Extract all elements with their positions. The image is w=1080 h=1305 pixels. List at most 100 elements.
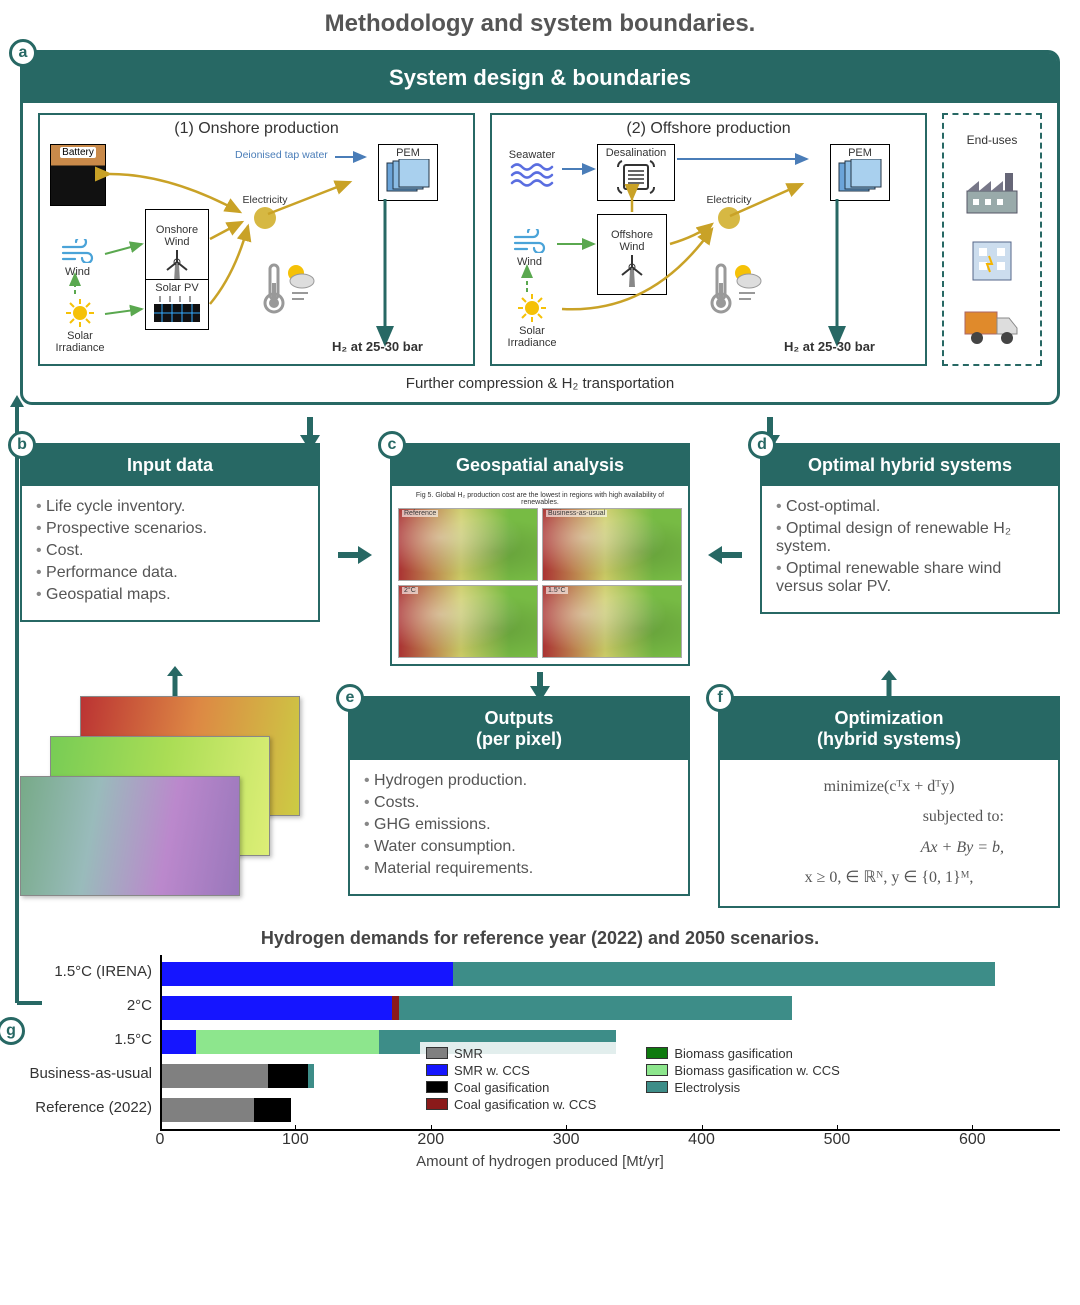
bar-segment [308,1064,313,1088]
bar-segment [392,996,399,1020]
solar-irr-off: Solar Irradiance [502,294,562,349]
list-item: GHG emissions. [364,816,674,834]
list-item: Performance data. [36,564,304,582]
panel-c-header: Geospatial analysis [392,445,688,486]
panel-d-list: Cost-optimal. Optimal design of renewable… [776,498,1044,596]
list-item: Water consumption. [364,838,674,856]
eq4: x ≥ 0, ∈ ℝᴺ, y ∈ {0, 1}ᴹ, [734,863,1044,893]
bar-segment [268,1064,309,1088]
row-ef: e Outputs (per pixel) Hydrogen productio… [20,696,1060,908]
truck-icon [963,306,1021,346]
bar-row [162,959,1060,989]
y-label: 1.5°C (IRENA) [20,955,160,989]
maps-stack [20,696,320,906]
x-axis-label: Amount of hydrogen produced [Mt/yr] [20,1153,1060,1170]
panel-f: f Optimization (hybrid systems) minimize… [718,696,1060,908]
h2-offshore: H₂ at 25-30 bar [784,339,875,354]
bar-segment [162,1098,254,1122]
list-item: Optimal design of renewable H₂ system. [776,520,1044,556]
x-tick: 600 [959,1131,986,1149]
electricity-node: Electricity [230,194,300,233]
eq2: subjected to: [734,802,1044,832]
building-icon [967,238,1017,282]
list-item: Hydrogen production. [364,772,674,790]
panel-b: b Input data Life cycle inventory.Prospe… [20,443,320,622]
list-item: Cost. [36,542,304,560]
bar-segment [162,1064,268,1088]
chart-legend: SMRSMR w. CCSCoal gasificationCoal gasif… [420,1042,846,1116]
list-item: Prospective scenarios. [36,520,304,538]
panel-c-caption: Fig 5. Global H₂ production cost are the… [398,492,682,506]
battery-icon: Battery [50,144,106,206]
x-tick: 100 [282,1131,309,1149]
bar-segment [162,962,453,986]
arrow-d-to-c [708,546,742,564]
panel-a-header: System design & boundaries [23,53,1057,103]
legend-item: SMR [426,1046,596,1061]
onshore-title: (1) Onshore production [50,120,463,138]
panel-a-footer: Further compression & H₂ transportation [23,371,1057,392]
panel-e-list: Hydrogen production. Costs. GHG emissions.… [364,772,674,878]
badge-g: g [0,1017,25,1045]
bar-row [162,993,1060,1023]
list-item: Cost-optimal. [776,498,1044,516]
x-tick: 500 [824,1131,851,1149]
bar-segment [162,996,392,1020]
thermometer-icon [260,259,316,318]
x-tick: 200 [417,1131,444,1149]
bar-segment [162,1030,196,1054]
offshore-title: (2) Offshore production [502,120,915,138]
panel-a: a System design & boundaries (1) Onshore… [20,50,1060,405]
panel-b-header: Input data [22,445,318,486]
badge-c: c [378,431,406,459]
legend-item: SMR w. CCS [426,1063,596,1078]
bar-segment [399,996,792,1020]
solar-pv-box: Solar PV [145,279,209,330]
x-axis: 0100200300400500600 [160,1131,1060,1151]
panel-e: e Outputs (per pixel) Hydrogen productio… [348,696,690,896]
bar-segment [453,962,995,986]
end-uses-box: End-uses [942,113,1042,366]
badge-e: e [336,684,364,712]
water-label: Deionised tap water [235,149,328,161]
list-item: Life cycle inventory. [36,498,304,516]
row-bcd: b Input data Life cycle inventory.Prospe… [20,443,1060,666]
main-title: Methodology and system boundaries. [20,10,1060,38]
solar-irr: Solar Irradiance [50,299,110,354]
legend-item: Biomass gasification w. CCS [646,1063,839,1078]
factory-icon [965,171,1019,215]
desal-box: Desalination [597,144,675,201]
bar-segment [196,1030,379,1054]
wind-source: Wind [50,239,105,278]
badge-d: d [748,431,776,459]
list-item: Material requirements. [364,860,674,878]
x-tick: 300 [553,1131,580,1149]
y-labels: 1.5°C (IRENA)2°C1.5°CBusiness-as-usualRe… [20,955,160,1131]
onshore-box: (1) Onshore production Battery Wind Sola… [38,113,475,366]
x-tick: 400 [688,1131,715,1149]
eq1: minimize(cᵀx + dᵀy) [734,772,1044,802]
electricity-node-off: Electricity [697,194,761,233]
y-label: Reference (2022) [20,1091,160,1125]
panel-c: c Geospatial analysis Fig 5. Global H₂ p… [390,443,690,666]
chart-title: Hydrogen demands for reference year (202… [20,928,1060,949]
legend-item: Coal gasification [426,1080,596,1095]
worldmap-grid: Reference Business-as-usual 2°C 1.5°C [398,508,682,658]
panel-e-header: Outputs (per pixel) [350,698,688,760]
panel-d: d Optimal hybrid systems Cost-optimal.Op… [760,443,1060,614]
thermometer-icon-off [707,259,763,318]
arrow-f-to-d [874,670,904,700]
bar-segment [254,1098,291,1122]
seawater: Seawater [502,149,562,190]
badge-f: f [706,684,734,712]
onshore-wind-box: Onshore Wind [145,209,209,290]
connector-g-to-b [2,393,32,1013]
y-label: 2°C [20,989,160,1023]
pem-box-onshore: PEM [378,144,438,201]
panel-f-header: Optimization (hybrid systems) [720,698,1058,760]
list-item: Costs. [364,794,674,812]
offshore-wind-box: Offshore Wind [597,214,667,295]
badge-b: b [8,431,36,459]
eq3: Ax + By = b, [734,833,1044,863]
legend-item: Biomass gasification [646,1046,839,1061]
